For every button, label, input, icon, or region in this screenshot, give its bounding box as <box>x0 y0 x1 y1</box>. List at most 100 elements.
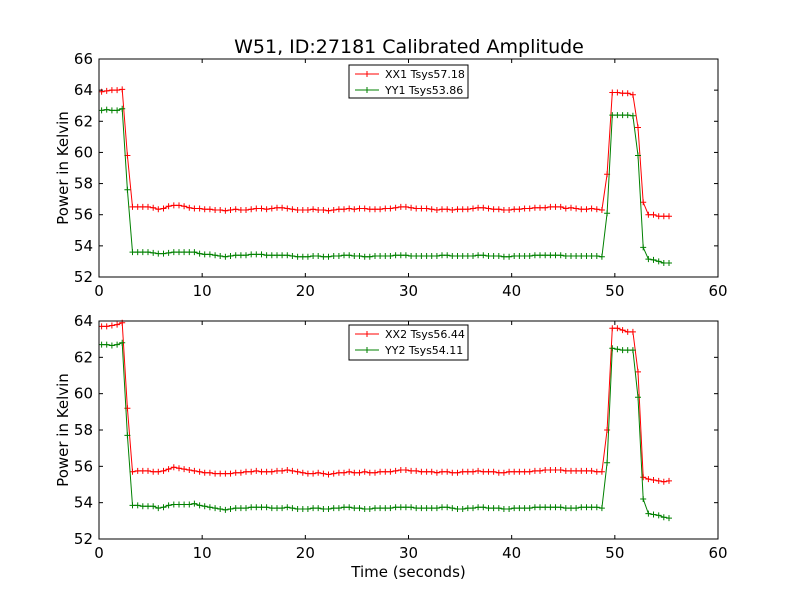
data-point-2-1 <box>470 468 476 475</box>
data-point-1-2 <box>206 251 213 258</box>
data-point-2-2 <box>464 505 471 512</box>
data-point-1-1 <box>516 206 523 213</box>
y-tick-label: 62 <box>74 112 93 130</box>
data-point-2-2 <box>635 394 641 401</box>
data-point-2-2 <box>542 504 549 511</box>
data-point-1-1 <box>475 204 482 211</box>
series-line-2-2 <box>101 342 670 519</box>
data-point-1-1 <box>562 205 569 212</box>
data-point-1-1 <box>351 206 358 213</box>
data-point-1-2 <box>222 253 229 260</box>
data-point-1-1 <box>315 207 322 213</box>
data-point-2-2 <box>598 505 605 512</box>
y-tick-label: 64 <box>74 312 93 330</box>
data-point-2-1 <box>299 469 306 476</box>
data-point-1-1 <box>423 205 430 212</box>
data-point-1-1 <box>454 206 461 213</box>
data-point-2-2 <box>103 341 110 348</box>
data-point-1-1 <box>212 207 219 213</box>
y-tick-label: 58 <box>74 175 93 193</box>
x-tick-label: 0 <box>94 544 104 562</box>
data-point-2-1 <box>325 471 332 478</box>
data-point-1-2 <box>531 252 538 259</box>
data-point-2-1 <box>294 468 301 475</box>
data-point-1-2 <box>361 253 368 260</box>
data-point-2-1 <box>444 468 451 475</box>
data-point-1-2 <box>629 112 636 119</box>
data-point-2-2 <box>356 505 363 512</box>
data-point-2-1 <box>552 467 559 473</box>
series-line-1-1 <box>101 88 669 217</box>
data-point-1-1 <box>237 207 244 213</box>
data-point-2-2 <box>129 502 136 509</box>
data-point-1-1 <box>392 204 399 211</box>
data-point-2-1 <box>377 468 384 475</box>
data-point-1-1 <box>531 204 538 211</box>
data-point-2-1 <box>372 469 378 476</box>
data-point-1-2 <box>289 253 296 259</box>
data-point-2-1 <box>237 469 244 476</box>
data-point-2-2 <box>397 504 404 511</box>
data-point-2-1 <box>155 468 162 475</box>
data-point-1-2 <box>382 253 389 259</box>
data-point-1-1 <box>176 202 182 209</box>
data-point-2-1 <box>413 467 420 474</box>
data-point-1-1 <box>418 205 425 212</box>
data-point-1-1 <box>413 205 420 212</box>
data-point-2-2 <box>650 511 657 518</box>
data-point-2-1 <box>568 467 574 474</box>
data-point-2-2 <box>263 504 270 511</box>
data-point-1-2 <box>598 253 605 260</box>
data-point-2-2 <box>346 504 353 511</box>
data-point-2-2 <box>428 505 435 512</box>
y-tick-label: 52 <box>74 268 93 286</box>
data-point-2-2 <box>310 505 317 512</box>
data-point-2-2 <box>531 504 538 511</box>
legend-label: YY2 Tsys54.11 <box>384 344 463 357</box>
data-point-2-1 <box>614 325 621 332</box>
data-point-1-2 <box>170 249 177 256</box>
data-point-1-1 <box>325 207 332 214</box>
x-tick-label: 0 <box>94 282 104 300</box>
data-point-1-1 <box>263 206 270 213</box>
data-point-1-2 <box>521 253 528 259</box>
data-point-1-2 <box>433 253 440 259</box>
data-point-1-1 <box>552 203 559 210</box>
data-point-2-2 <box>459 506 466 512</box>
data-point-2-2 <box>444 504 451 511</box>
data-point-2-2 <box>449 505 456 512</box>
data-point-1-1 <box>397 203 404 210</box>
data-point-2-1 <box>253 467 260 474</box>
data-point-1-1 <box>470 205 476 212</box>
data-point-1-1 <box>609 89 616 96</box>
data-point-1-2 <box>372 253 378 259</box>
data-point-2-2 <box>480 504 487 511</box>
data-point-2-1 <box>428 468 435 475</box>
data-point-2-1 <box>516 468 523 475</box>
data-point-2-1 <box>279 467 286 474</box>
data-point-2-2 <box>258 504 265 511</box>
data-point-1-2 <box>279 252 286 259</box>
data-point-2-1 <box>531 467 538 474</box>
data-point-2-2 <box>433 505 440 512</box>
data-point-2-1 <box>408 467 415 474</box>
data-point-2-1 <box>176 465 182 472</box>
data-point-1-2 <box>237 252 244 259</box>
data-point-1-1 <box>356 205 363 212</box>
data-point-2-2 <box>495 505 502 512</box>
y-tick-label: 56 <box>74 206 93 224</box>
data-point-2-2 <box>108 342 115 349</box>
data-point-2-2 <box>557 504 564 511</box>
data-point-2-1 <box>227 470 234 477</box>
data-point-1-1 <box>294 207 301 213</box>
data-point-2-2 <box>583 504 590 511</box>
data-point-1-2 <box>444 252 451 259</box>
data-point-1-2 <box>464 253 471 259</box>
data-point-2-1 <box>578 467 585 474</box>
data-point-2-2 <box>454 506 461 512</box>
data-point-2-1 <box>304 470 311 477</box>
data-point-2-1 <box>593 468 600 475</box>
data-point-2-2 <box>124 432 131 439</box>
data-point-1-1 <box>500 207 507 213</box>
